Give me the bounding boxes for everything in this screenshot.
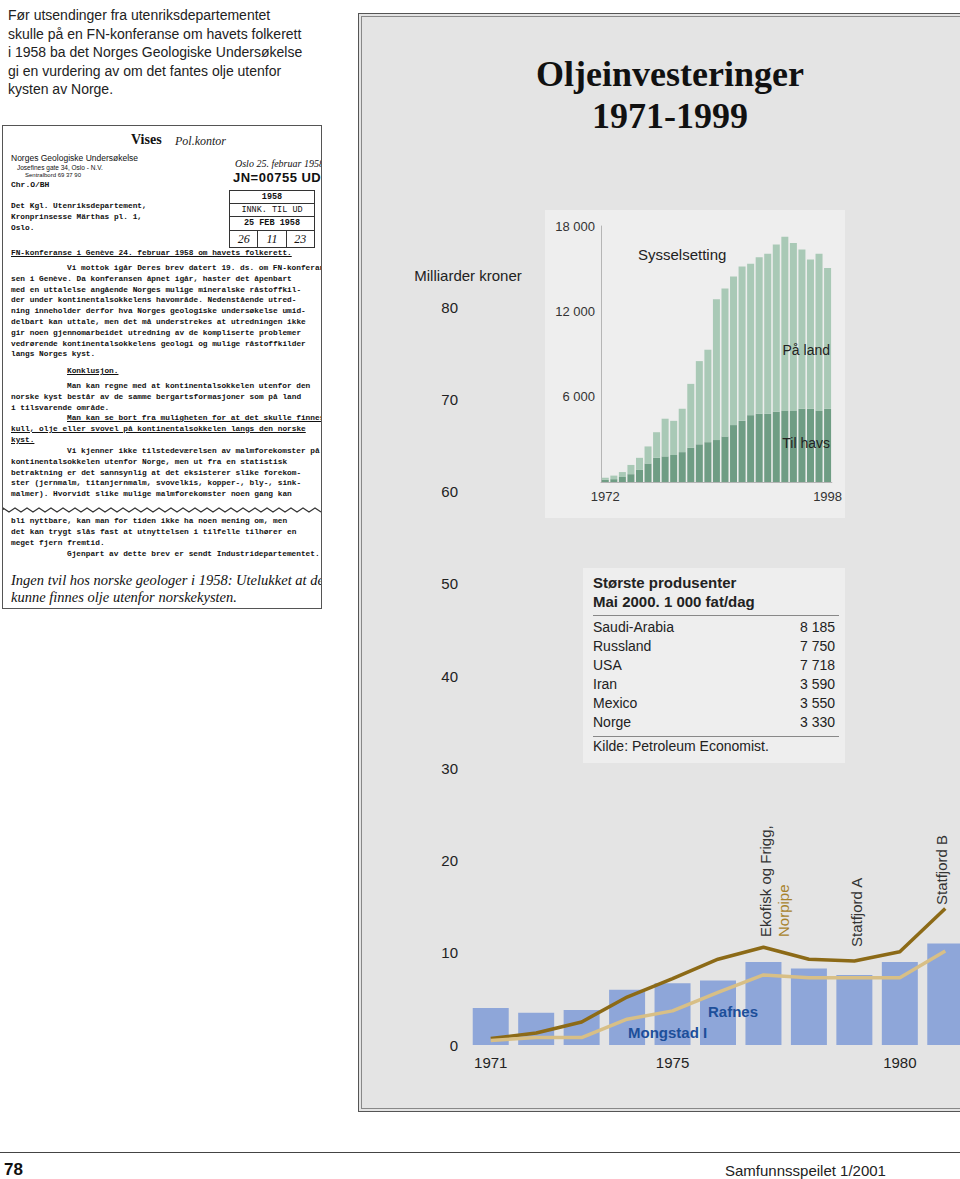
html-text:kontinentalsokkelen utenfor No: kontinentalsokkelen utenfor Norge, men u… <box>11 457 288 466</box>
svg-text:Milliarder kroner: Milliarder kroner <box>414 267 522 284</box>
svg-text:0: 0 <box>450 1037 458 1054</box>
html-text:USA: USA <box>593 657 622 673</box>
html-text:JN=00755 UD: JN=00755 UD <box>233 170 322 185</box>
svg-text:Sysselsetting: Sysselsetting <box>638 246 726 263</box>
html-text:Samfunnsspeilet 1/2001: Samfunnsspeilet 1/2001 <box>725 1162 886 1179</box>
html-text:26: 26 <box>237 232 250 246</box>
html-text:ster (jernmalm, titanjernmalm,: ster (jernmalm, titanjernmalm, svovelkis… <box>11 479 302 488</box>
html-text:Før utsendinger fra utenriksde: Før utsendinger fra utenriksdepartemente… <box>8 7 271 23</box>
html-text:betraktning er det sannsynlig: betraktning er det sannsynlig at det eks… <box>11 468 302 477</box>
html-text:Norges Geologiske Undersøkelse: Norges Geologiske Undersøkelse <box>11 153 139 163</box>
svg-text:Statfjord A: Statfjord A <box>848 878 865 947</box>
html-text:11: 11 <box>266 232 278 246</box>
html-text:delbart kan uttale, men det må: delbart kan uttale, men det må understre… <box>11 318 306 326</box>
html-text:bli nyttbare, kan man for tide: bli nyttbare, kan man for tiden ikke ha … <box>11 517 288 525</box>
html-text:Konklusjon.: Konklusjon. <box>67 367 119 375</box>
html-text:Norge: Norge <box>593 714 632 730</box>
svg-text:70: 70 <box>441 391 458 408</box>
svg-text:20: 20 <box>441 852 458 869</box>
html-text:3 590: 3 590 <box>800 676 835 692</box>
svg-text:30: 30 <box>441 760 458 777</box>
svg-text:40: 40 <box>441 668 458 685</box>
svg-text:Norpipe: Norpipe <box>775 884 792 937</box>
html-text:malmer). Hvorvidt slike mulige: malmer). Hvorvidt slike mulige malmforek… <box>11 490 292 499</box>
svg-text:1975: 1975 <box>656 1054 689 1071</box>
html-text:kunne finnes olje utenfor nors: kunne finnes olje utenfor norskekysten. <box>11 589 237 605</box>
html-text:25 FEB 1958: 25 FEB 1958 <box>243 218 300 228</box>
svg-text:Rafnes: Rafnes <box>708 1003 758 1020</box>
svg-text:Statfjord B: Statfjord B <box>933 835 950 905</box>
html-text:gi en vurdering av om det fant: gi en vurdering av om det fantes olje ut… <box>8 62 282 79</box>
html-text:8 185: 8 185 <box>800 619 835 635</box>
svg-text:1980: 1980 <box>883 1054 916 1071</box>
html-text:Pol.kontor: Pol.kontor <box>175 134 226 148</box>
svg-text:10: 10 <box>441 944 458 961</box>
html-text:1958: 1958 <box>261 192 283 202</box>
html-text:norske kyst består av de samme: norske kyst består av de samme bergartsf… <box>11 392 302 401</box>
html-text:Saudi-Arabia: Saudi-Arabia <box>593 619 674 635</box>
html-text:vedrørende kontinentalsokkelen: vedrørende kontinentalsokkelens geologi … <box>11 339 306 348</box>
html-text:Russland: Russland <box>593 638 652 654</box>
svg-text:6 000: 6 000 <box>562 389 595 404</box>
html-text:7 750: 7 750 <box>800 638 835 654</box>
html-text:Oslo.: Oslo. <box>11 224 35 233</box>
svg-text:1998: 1998 <box>813 489 842 504</box>
html-text:kull, olje eller svovel på kon: kull, olje eller svovel på kontinentalso… <box>11 424 306 433</box>
html-text:3 330: 3 330 <box>800 714 835 730</box>
html-text:Mai 2000. 1 000 fat/dag: Mai 2000. 1 000 fat/dag <box>593 593 755 610</box>
html-text:langs Norges kyst.: langs Norges kyst. <box>11 350 96 359</box>
html-text:kysten av Norge.: kysten av Norge. <box>8 81 114 97</box>
html-text:Gjenpart av dette brev er send: Gjenpart av dette brev er sendt Industri… <box>67 550 320 558</box>
svg-text:18 000: 18 000 <box>555 219 595 234</box>
svg-text:50: 50 <box>441 575 458 592</box>
svg-text:Til havs: Til havs <box>782 435 830 451</box>
html-text:i 1958 ba det Norges Geologisk: i 1958 ba det Norges Geologiske Undersøk… <box>8 44 303 60</box>
html-text:kyst.: kyst. <box>11 435 35 444</box>
html-text:gir noen gjennomarbeidet utred: gir noen gjennomarbeidet utredning av de… <box>11 328 302 337</box>
html-text:med en uttalelse angående Norg: med en uttalelse angående Norges mulige … <box>11 285 302 294</box>
html-text:Chr.O/BH: Chr.O/BH <box>11 180 50 189</box>
html-text:INNK. TIL UD: INNK. TIL UD <box>241 205 303 215</box>
svg-text:60: 60 <box>441 483 458 500</box>
svg-text:1972: 1972 <box>591 489 620 504</box>
html-text:23: 23 <box>294 232 307 246</box>
html-text:Det Kgl. Utenriksdepartement,: Det Kgl. Utenriksdepartement, <box>11 202 147 210</box>
html-text:Sentralbord 69 37 90: Sentralbord 69 37 90 <box>25 172 81 178</box>
svg-text:Mongstad I: Mongstad I <box>628 1024 707 1041</box>
svg-text:1971-1999: 1971-1999 <box>592 96 748 136</box>
html-text:3 550: 3 550 <box>800 695 835 711</box>
html-text:Største produsenter: Største produsenter <box>593 574 737 591</box>
html-text:sen i Genève. Da konferansen å: sen i Genève. Da konferansen åpnet igår,… <box>11 274 292 283</box>
svg-text:80: 80 <box>441 299 458 316</box>
html-text:Mexico: Mexico <box>593 695 638 711</box>
html-text:Vises: Vises <box>131 132 162 147</box>
html-text:Man kan regne med at kontinent: Man kan regne med at kontinentalsokkelen… <box>67 382 311 390</box>
html-text:Vi kjenner ikke tilstedeværels: Vi kjenner ikke tilstedeværelsen av malm… <box>67 447 320 455</box>
html-text:ning inneholder derfor hva Nor: ning inneholder derfor hva Norges geolog… <box>11 307 306 316</box>
html-text:78: 78 <box>4 1160 23 1179</box>
html-text:Kronprinsesse Märthas pl. 1,: Kronprinsesse Märthas pl. 1, <box>11 213 142 222</box>
html-text:det kan trygt slås fast at utn: det kan trygt slås fast at utnyttelsen i… <box>11 527 297 536</box>
html-text:der under kontinentalsokkelens: der under kontinentalsokkelens havområde… <box>11 296 297 305</box>
html-text:FN-konferanse i Genève 24. feb: FN-konferanse i Genève 24. februar 1958 … <box>11 249 292 257</box>
svg-text:12 000: 12 000 <box>555 304 595 319</box>
html-text:i tilsvarende område.: i tilsvarende område. <box>11 403 110 412</box>
html-text:7 718: 7 718 <box>800 657 835 673</box>
svg-text:1971: 1971 <box>474 1054 507 1071</box>
svg-text:På land: På land <box>783 342 830 358</box>
html-text:Kilde: Petroleum Economist.: Kilde: Petroleum Economist. <box>593 738 769 754</box>
svg-text:Ekofisk og Frigg,: Ekofisk og Frigg, <box>757 825 774 937</box>
html-text:meget fjern fremtid.: meget fjern fremtid. <box>11 538 105 547</box>
svg-text:Oljeinvesteringer: Oljeinvesteringer <box>536 54 804 94</box>
html-text:skulle på en FN-konferanse om: skulle på en FN-konferanse om havets fol… <box>8 25 302 42</box>
html-text:Josefines gate 34, Oslo - N.V.: Josefines gate 34, Oslo - N.V. <box>17 164 103 171</box>
html-text:Iran: Iran <box>593 676 618 692</box>
